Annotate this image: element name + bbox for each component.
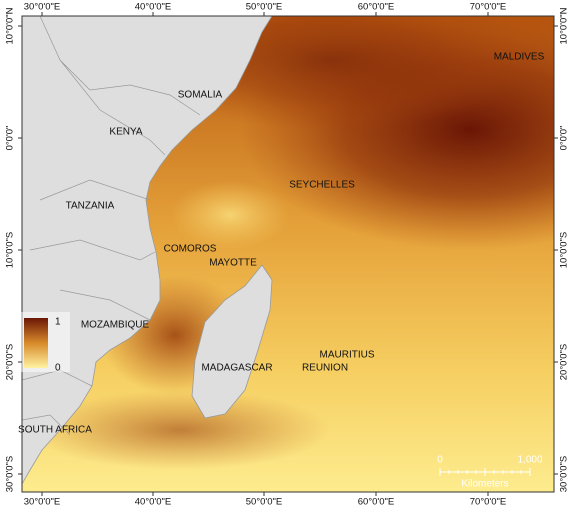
lon-label: 30°0'0"E bbox=[24, 497, 60, 508]
ocean-shade bbox=[30, 390, 330, 470]
lon-label: 30°0'0"E bbox=[24, 2, 60, 13]
place-label: SOMALIA bbox=[178, 90, 223, 101]
lon-label: 70°0'0"E bbox=[470, 497, 506, 508]
lat-label: 30°0'0"S bbox=[5, 456, 16, 492]
lat-label: 0°0'0" bbox=[5, 126, 16, 151]
lat-label: 10°0'0"N bbox=[5, 7, 16, 44]
lon-label: 70°0'0"E bbox=[470, 2, 506, 13]
legend: 1 0 bbox=[20, 312, 70, 374]
map-body bbox=[22, 16, 554, 492]
lat-label: 0°0'0" bbox=[559, 126, 570, 151]
africa bbox=[22, 16, 273, 485]
lon-label: 60°0'0"E bbox=[358, 497, 394, 508]
lon-label: 50°0'0"E bbox=[246, 497, 282, 508]
madagascar bbox=[191, 264, 273, 419]
lon-label: 60°0'0"E bbox=[358, 2, 394, 13]
borders bbox=[22, 16, 201, 436]
scale-bar: 0 1,000 Kilometers bbox=[437, 455, 543, 490]
ocean-shade bbox=[170, 180, 290, 250]
place-label: MOZAMBIQUE bbox=[81, 320, 150, 331]
place-label: MAYOTTE bbox=[209, 258, 257, 269]
lat-label: 10°0'0"S bbox=[5, 232, 16, 268]
place-label: KENYA bbox=[109, 127, 142, 138]
lon-label: 50°0'0"E bbox=[246, 2, 282, 13]
lat-label: 30°0'0"S bbox=[559, 456, 570, 492]
place-label: SOUTH AFRICA bbox=[18, 425, 92, 436]
legend-min: 0 bbox=[55, 363, 61, 374]
lon-label: 40°0'0"E bbox=[135, 497, 171, 508]
legend-max: 1 bbox=[55, 317, 61, 328]
lat-label: 10°0'0"S bbox=[559, 232, 570, 268]
lat-label: 10°0'0"N bbox=[559, 7, 570, 44]
place-label: MAURITIUS bbox=[320, 350, 375, 361]
place-label: MALDIVES bbox=[494, 52, 545, 63]
scale-start: 0 bbox=[437, 455, 443, 466]
lon-label: 40°0'0"E bbox=[135, 2, 171, 13]
lat-label: 20°0'0"S bbox=[559, 344, 570, 380]
place-label: SEYCHELLES bbox=[289, 180, 355, 191]
place-label: MADAGASCAR bbox=[201, 363, 272, 374]
lat-label: 20°0'0"S bbox=[5, 344, 16, 380]
scale-ticks bbox=[439, 468, 531, 476]
place-label: COMOROS bbox=[164, 244, 217, 255]
scale-end: 1,000 bbox=[517, 455, 542, 466]
map-frame bbox=[21, 15, 555, 493]
scale-unit: Kilometers bbox=[461, 479, 508, 490]
place-label: REUNION bbox=[302, 363, 348, 374]
legend-ramp bbox=[24, 318, 48, 368]
place-label: TANZANIA bbox=[66, 201, 115, 212]
